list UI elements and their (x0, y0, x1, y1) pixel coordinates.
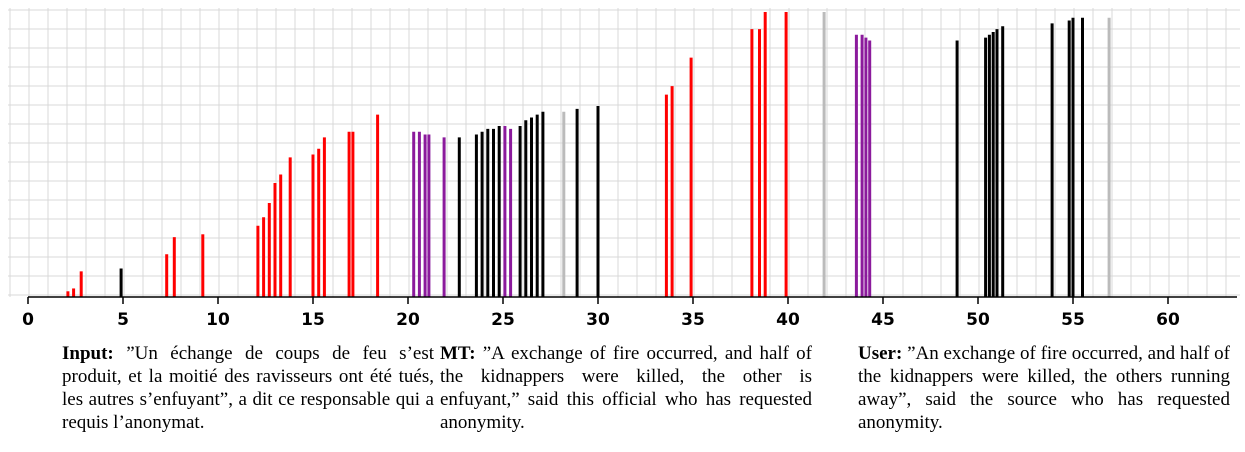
caption-input-label: Input: (62, 343, 114, 364)
x-tick-label: 35 (681, 310, 705, 330)
x-axis-ticks: 0 5 10 15 20 25 30 35 40 45 50 55 60 (22, 297, 1180, 330)
caption-mt-text: ”A exchange of fire occurred, and half o… (440, 343, 812, 433)
caption-user-text: ”An exchange of fire occurred, and half … (858, 343, 1230, 433)
x-tick-label: 55 (1061, 310, 1085, 330)
x-tick-label: 15 (301, 310, 325, 330)
bars (66, 12, 1111, 297)
x-tick-label: 50 (966, 310, 990, 330)
caption-mt: MT: ”A exchange of fire occurred, and ha… (440, 342, 812, 434)
x-tick-label: 30 (586, 310, 610, 330)
caption-user-label: User: (858, 343, 903, 364)
caption-mt-label: MT: (440, 343, 476, 364)
x-tick-label: 0 (22, 310, 34, 330)
x-tick-label: 45 (871, 310, 895, 330)
x-tick-label: 60 (1156, 310, 1180, 330)
x-tick-label: 20 (396, 310, 420, 330)
x-tick-label: 5 (117, 310, 129, 330)
grid-lines (8, 8, 1240, 297)
caption-input: Input: ”Un échange de coups de feu s’est… (62, 342, 434, 434)
timeline-bar-chart: 0 5 10 15 20 25 30 35 40 45 50 55 60 (8, 8, 1240, 330)
captions: Input: ”Un échange de coups de feu s’est… (0, 342, 1245, 452)
caption-input-text: ”Un échange de coups de feu s’est produi… (62, 343, 435, 433)
x-tick-label: 40 (776, 310, 800, 330)
caption-user: User: ”An exchange of fire occurred, and… (858, 342, 1230, 434)
x-tick-label: 10 (206, 310, 230, 330)
x-tick-label: 25 (491, 310, 515, 330)
